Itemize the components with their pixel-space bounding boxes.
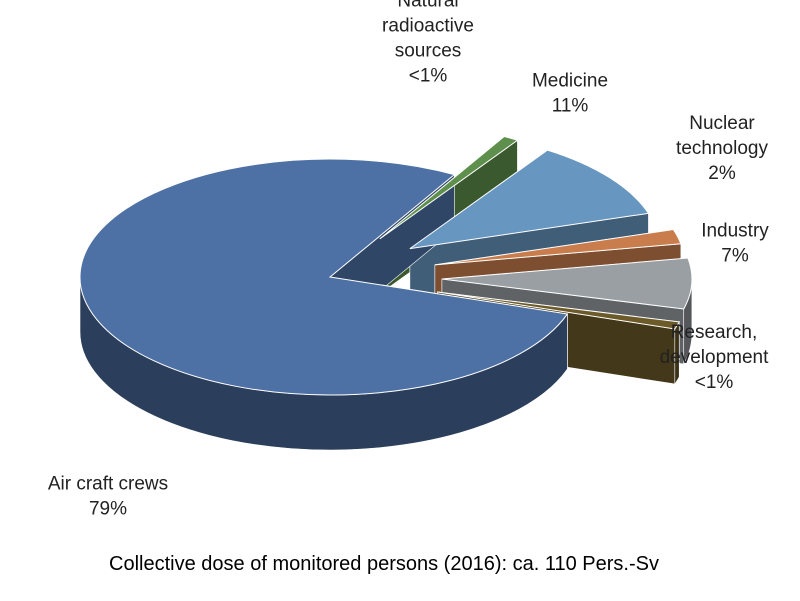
slice-label-3: Industry 7% bbox=[701, 221, 769, 267]
slice-top-1 bbox=[409, 149, 650, 250]
slice-label-0: Natural radioactive sources <1% bbox=[382, 0, 474, 87]
slice-name-label: Industry bbox=[701, 221, 769, 242]
slice-value-label: 11% bbox=[552, 96, 589, 117]
slice-name-label: Nuclear bbox=[689, 113, 755, 134]
slice-value-label: 2% bbox=[708, 163, 736, 184]
slice-label-4: Research, development <1% bbox=[660, 322, 770, 393]
slice-top-4 bbox=[437, 291, 681, 330]
slice-tops bbox=[79, 135, 693, 396]
slice-labels: Natural radioactive sources <1% Medicine 11% N… bbox=[48, 0, 769, 520]
slice-name-label: Air craft crews bbox=[48, 474, 168, 495]
slice-top-0 bbox=[379, 135, 519, 240]
slice-top-5 bbox=[79, 158, 569, 396]
slice-name-label: Medicine bbox=[532, 71, 608, 92]
slice-name-label: radioactive bbox=[382, 16, 474, 37]
slice-value-label: <1% bbox=[409, 66, 448, 87]
slice-top-3 bbox=[441, 257, 693, 310]
slice-name-label: Natural bbox=[397, 0, 458, 12]
slice-value-label: 79% bbox=[89, 499, 127, 520]
slice-label-5: Air craft crews 79% bbox=[48, 474, 168, 520]
slice-label-2: Nuclear technology 2% bbox=[676, 113, 768, 184]
slice-name-label: technology bbox=[676, 138, 768, 159]
slice-top-2 bbox=[434, 229, 682, 266]
slice-value-label: 7% bbox=[721, 246, 749, 267]
slice-name-label: development bbox=[660, 347, 770, 368]
slice-value-label: <1% bbox=[695, 372, 734, 393]
chart-caption: Collective dose of monitored persons (20… bbox=[109, 553, 659, 575]
slice-name-label: sources bbox=[395, 41, 462, 62]
slice-label-1: Medicine 11% bbox=[532, 71, 608, 117]
slice-name-label: Research, bbox=[671, 322, 758, 343]
